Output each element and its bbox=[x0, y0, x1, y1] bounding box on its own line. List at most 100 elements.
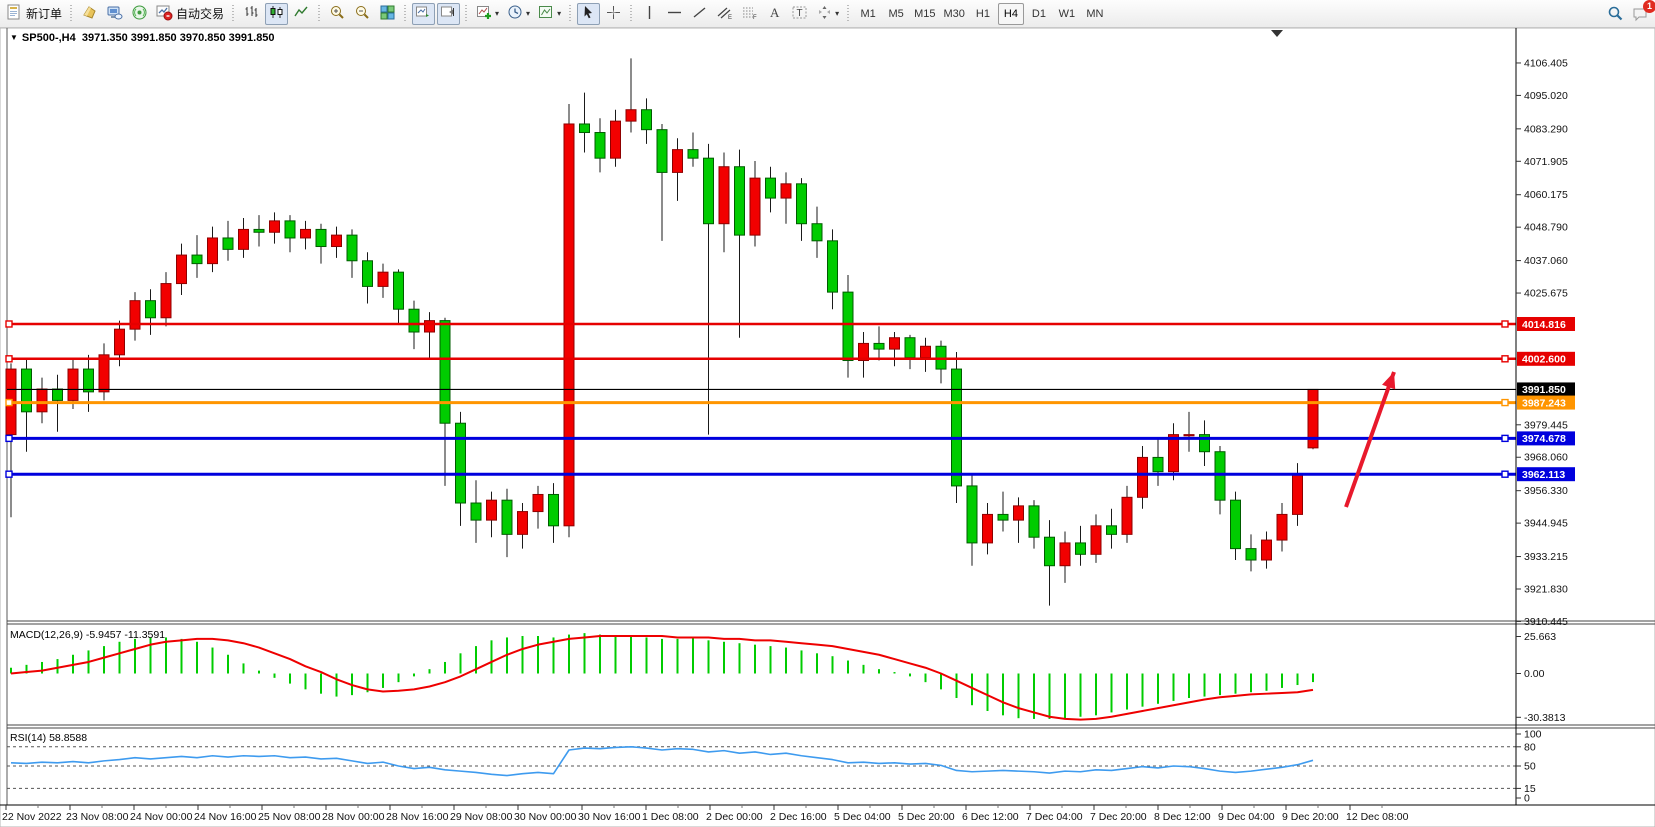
line-anchor-handle[interactable] bbox=[1501, 355, 1509, 363]
timeframe-button-h1[interactable]: H1 bbox=[975, 7, 990, 20]
line-anchor-handle[interactable] bbox=[1501, 398, 1509, 407]
horizontal-line-object[interactable] bbox=[5, 470, 1516, 478]
price-axis[interactable]: 4106.405 4095.020 4083.290 4071.905 4060.175… bbox=[1515, 28, 1575, 805]
search-button[interactable] bbox=[1604, 3, 1627, 25]
auto-trading-button[interactable]: 自动交易 bbox=[153, 3, 227, 25]
candle bbox=[238, 218, 249, 258]
auto-scroll-button[interactable] bbox=[412, 2, 436, 25]
horizontal-line-object[interactable] bbox=[5, 434, 1516, 443]
timeframe-button-m30[interactable]: M30 bbox=[943, 7, 965, 20]
line-anchor-handle[interactable] bbox=[1501, 320, 1509, 328]
timeframe-button-d1[interactable]: D1 bbox=[1031, 7, 1046, 20]
arrows-button[interactable]: ▾ bbox=[813, 3, 842, 25]
timeframe-button-m1[interactable]: M1 bbox=[860, 7, 876, 20]
line-anchor-handle[interactable] bbox=[1501, 434, 1509, 443]
timeframe-button-h4[interactable]: H4 bbox=[997, 2, 1024, 25]
indicators-button[interactable]: ▾ bbox=[473, 3, 502, 25]
new-order-button[interactable]: 新订单 bbox=[3, 3, 65, 25]
chevron-down-icon: ▾ bbox=[835, 9, 840, 18]
candle bbox=[889, 332, 900, 367]
chevron-down-icon: ▾ bbox=[495, 9, 500, 18]
timeframe-button-mn[interactable]: MN bbox=[1086, 7, 1104, 20]
svg-text:E: E bbox=[728, 15, 732, 21]
macd-indicator-label: MACD(12,26,9) -5.9457 -11.3591 bbox=[10, 629, 166, 641]
time-axis-label: 12 Dec 08:00 bbox=[1346, 811, 1409, 823]
line-chart-button[interactable] bbox=[290, 3, 313, 25]
bar-chart-button[interactable] bbox=[240, 3, 263, 25]
notifications-chat-button[interactable]: 1 bbox=[1629, 0, 1655, 25]
line-anchor-handle[interactable] bbox=[5, 470, 13, 478]
signal-button[interactable] bbox=[128, 3, 151, 25]
candle bbox=[687, 132, 699, 167]
time-axis-label: 28 Nov 16:00 bbox=[386, 811, 449, 823]
time-axis-label: 6 Dec 12:00 bbox=[962, 811, 1019, 823]
horizontal-line-object[interactable] bbox=[5, 355, 1516, 363]
candle bbox=[796, 178, 807, 241]
toolbar-group-gripper[interactable] bbox=[69, 4, 75, 23]
cursor-button[interactable] bbox=[577, 2, 601, 25]
timeframe-button-w1[interactable]: W1 bbox=[1058, 7, 1076, 20]
toolbar-group-gripper[interactable] bbox=[317, 4, 323, 23]
candle bbox=[749, 161, 761, 247]
line-anchor-handle[interactable] bbox=[5, 398, 13, 407]
candle bbox=[98, 343, 110, 401]
candle bbox=[579, 92, 590, 153]
toolbar-group-gripper[interactable] bbox=[403, 4, 409, 23]
toolbar-group-gripper[interactable] bbox=[846, 4, 852, 23]
candle bbox=[207, 226, 218, 273]
template-button[interactable]: ▾ bbox=[535, 3, 564, 25]
toolbar-group-gripper[interactable] bbox=[464, 4, 470, 23]
chevron-down-icon: ▾ bbox=[526, 9, 531, 18]
candle bbox=[145, 289, 156, 335]
line-anchor-handle[interactable] bbox=[1501, 470, 1509, 478]
indicators-icon bbox=[476, 4, 493, 24]
terminal-button[interactable] bbox=[103, 3, 126, 25]
horizontal-line-object[interactable] bbox=[5, 320, 1516, 328]
candle bbox=[424, 312, 435, 358]
market-depth-button[interactable] bbox=[78, 3, 101, 25]
rsi-line bbox=[10, 745, 1314, 777]
candle bbox=[1059, 531, 1071, 583]
crosshair-button[interactable] bbox=[602, 3, 625, 25]
price-badge: 4014.816 bbox=[1517, 316, 1575, 331]
text-label-button[interactable]: T bbox=[788, 3, 811, 25]
trendline-button[interactable] bbox=[688, 3, 711, 25]
horizontal-line-object[interactable] bbox=[5, 398, 1516, 407]
periods-clock-button[interactable]: ▾ bbox=[504, 3, 533, 25]
candlestick-chart-button[interactable] bbox=[265, 2, 289, 25]
line-anchor-handle[interactable] bbox=[5, 434, 13, 443]
timeframe-button-m15[interactable]: M15 bbox=[914, 7, 936, 20]
candle bbox=[610, 109, 621, 167]
candle bbox=[393, 269, 404, 324]
chart-title: ▼ SP500-,H4 3971.350 3991.850 3970.850 39… bbox=[10, 32, 275, 44]
auto-scroll-icon bbox=[415, 4, 432, 24]
candle bbox=[641, 98, 652, 144]
tile-windows-button[interactable] bbox=[376, 3, 399, 25]
candle bbox=[951, 351, 962, 504]
channel-button[interactable]: E bbox=[713, 3, 736, 25]
arrow-annotation[interactable] bbox=[1344, 371, 1396, 508]
chart-shift-marker[interactable] bbox=[1271, 30, 1283, 37]
time-axis-label: 24 Nov 16:00 bbox=[194, 811, 257, 823]
vertical-line-button[interactable] bbox=[638, 3, 661, 25]
toolbar-group-gripper[interactable] bbox=[568, 4, 574, 23]
candle bbox=[67, 357, 79, 409]
candle bbox=[594, 118, 606, 173]
timeframe-button-m5[interactable]: M5 bbox=[888, 7, 904, 20]
rsi-axis-label: 0 bbox=[1524, 793, 1530, 805]
fibonacci-button[interactable]: F bbox=[738, 3, 761, 25]
zoom-in-button[interactable] bbox=[326, 3, 349, 25]
toolbar-group-gripper[interactable] bbox=[629, 4, 635, 23]
time-axis-label: 9 Dec 04:00 bbox=[1218, 811, 1275, 823]
chevron-down-icon: ▾ bbox=[557, 9, 562, 18]
horizontal-line-button[interactable] bbox=[663, 3, 686, 25]
line-anchor-handle[interactable] bbox=[5, 320, 13, 328]
chevron-down-icon[interactable]: ▼ bbox=[10, 33, 18, 42]
time-axis[interactable]: 22 Nov 2022 23 Nov 08:00 24 Nov 00:00 24 No… bbox=[0, 804, 1655, 823]
text-button[interactable]: A bbox=[763, 3, 786, 25]
chart-canvas[interactable]: 4106.405 4095.020 4083.290 4071.905 4060.175… bbox=[0, 28, 1655, 827]
zoom-out-button[interactable] bbox=[351, 3, 374, 25]
toolbar-group-gripper[interactable] bbox=[231, 4, 237, 23]
line-anchor-handle[interactable] bbox=[5, 355, 13, 363]
chart-shift-button[interactable] bbox=[437, 2, 461, 25]
